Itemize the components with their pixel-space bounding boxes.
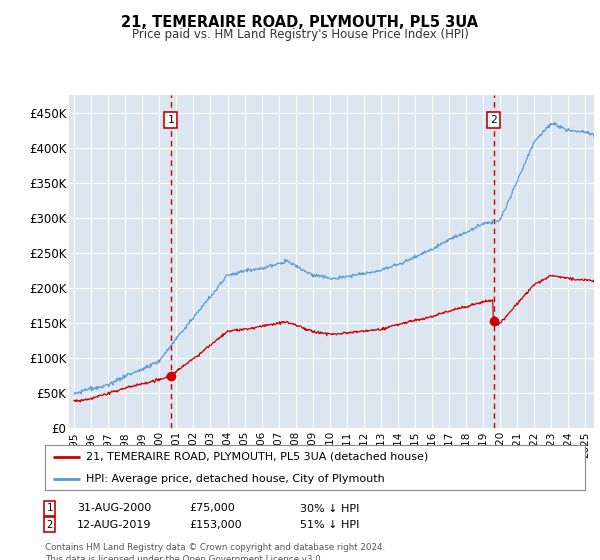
Text: 31-AUG-2000: 31-AUG-2000: [77, 503, 151, 514]
Text: Price paid vs. HM Land Registry's House Price Index (HPI): Price paid vs. HM Land Registry's House …: [131, 28, 469, 41]
Text: 2: 2: [47, 520, 53, 530]
Text: 1: 1: [47, 503, 53, 514]
Text: 12-AUG-2019: 12-AUG-2019: [77, 520, 151, 530]
Text: 21, TEMERAIRE ROAD, PLYMOUTH, PL5 3UA: 21, TEMERAIRE ROAD, PLYMOUTH, PL5 3UA: [121, 15, 479, 30]
Text: 21, TEMERAIRE ROAD, PLYMOUTH, PL5 3UA (detached house): 21, TEMERAIRE ROAD, PLYMOUTH, PL5 3UA (d…: [86, 452, 428, 462]
Text: 51% ↓ HPI: 51% ↓ HPI: [300, 520, 359, 530]
Text: 2: 2: [490, 115, 497, 125]
Text: £153,000: £153,000: [189, 520, 242, 530]
Text: HPI: Average price, detached house, City of Plymouth: HPI: Average price, detached house, City…: [86, 474, 384, 484]
Text: £75,000: £75,000: [189, 503, 235, 514]
Text: 1: 1: [167, 115, 174, 125]
Text: 30% ↓ HPI: 30% ↓ HPI: [300, 503, 359, 514]
Text: Contains HM Land Registry data © Crown copyright and database right 2024.
This d: Contains HM Land Registry data © Crown c…: [45, 543, 385, 560]
